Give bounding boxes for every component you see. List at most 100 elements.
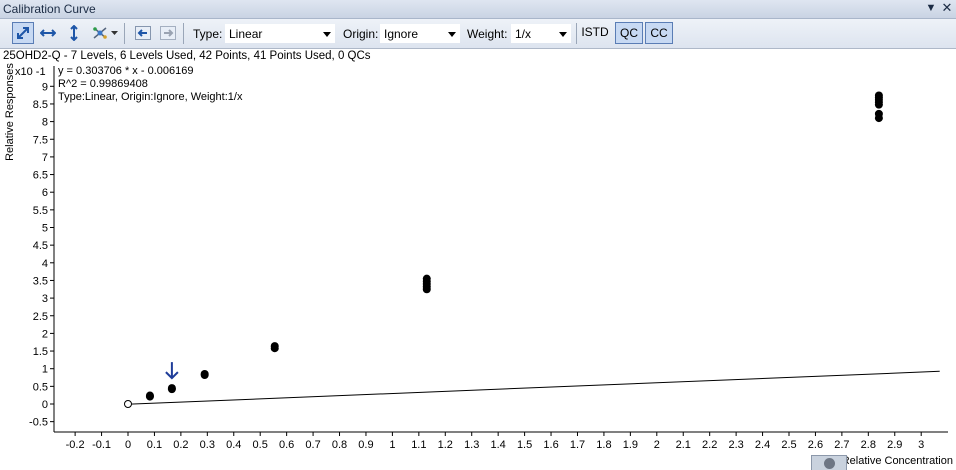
x-tick-label: -0.1 — [92, 439, 111, 451]
dropdown-icon[interactable]: ▼ — [925, 2, 937, 14]
y-tick-label: 6.5 — [33, 170, 48, 182]
fit-equation: y = 0.303706 * x - 0.006169 — [58, 65, 194, 77]
type-label: Type: — [193, 27, 223, 41]
x-tick-label: 1 — [389, 439, 395, 451]
y-tick-label: -0.5 — [29, 417, 48, 429]
y-tick-label: 1 — [42, 364, 48, 376]
fit-type-summary: Type:Linear, Origin:Ignore, Weight:1/x — [58, 91, 243, 103]
x-tick-label: 3 — [918, 439, 924, 451]
y-tick-label: 2.5 — [33, 311, 48, 323]
y-tick-label: 3 — [42, 293, 48, 305]
origin-select[interactable]: Ignore — [380, 24, 460, 43]
data-point — [200, 369, 209, 378]
vertical-arrows-icon — [70, 25, 78, 41]
point-options-button[interactable] — [88, 22, 120, 44]
x-tick-label: 2 — [654, 439, 660, 451]
arrow-left-icon — [135, 26, 151, 40]
chevron-down-icon — [448, 32, 456, 37]
toolbar-separator — [183, 23, 184, 44]
diagonal-arrows-icon — [17, 27, 29, 39]
arrow-right-icon — [160, 26, 176, 40]
next-button[interactable] — [157, 22, 179, 44]
y-tick-label: 0.5 — [33, 381, 48, 393]
x-tick-label: 1.6 — [543, 439, 558, 451]
x-tick-label: 2.2 — [702, 439, 717, 451]
x-tick-label: 2.7 — [834, 439, 849, 451]
y-tick-label: 4 — [42, 258, 48, 270]
y-tick-label: 4.5 — [33, 240, 48, 252]
x-tick-label: 2.3 — [728, 439, 743, 451]
close-icon[interactable]: ✕ — [941, 0, 953, 15]
x-tick-label: 2.9 — [887, 439, 902, 451]
x-tick-label: 1.5 — [517, 439, 532, 451]
weight-label: Weight: — [467, 27, 508, 41]
x-tick-label: 1.2 — [438, 439, 453, 451]
y-tick-label: 9 — [42, 81, 48, 93]
weight-select-value: 1/x — [515, 27, 532, 41]
x-tick-label: 0.8 — [332, 439, 347, 451]
x-tick-label: 0.5 — [253, 439, 268, 451]
x-tick-label: 0.6 — [279, 439, 294, 451]
y-axis-label: Relative Responses — [4, 63, 16, 161]
x-tick-label: 0.9 — [358, 439, 373, 451]
fit-line — [125, 370, 940, 405]
chevron-down-icon — [559, 32, 567, 37]
window-titlebar: Calibration Curve ▼ ✕ — [0, 0, 956, 19]
window-title: Calibration Curve — [3, 2, 96, 16]
autoscale-button[interactable] — [12, 22, 34, 44]
x-tick-label: 0.3 — [200, 439, 215, 451]
data-point — [874, 91, 883, 100]
y-tick-label: 7 — [42, 152, 48, 164]
data-point — [167, 384, 176, 393]
data-point — [270, 342, 279, 351]
toolbar-separator — [576, 23, 577, 44]
y-tick-label: 8 — [42, 117, 48, 129]
x-tick-label: 2.8 — [861, 439, 876, 451]
data-point — [422, 274, 431, 283]
y-tick-label: 5.5 — [33, 205, 48, 217]
compound-summary: 25OHD2-Q - 7 Levels, 6 Levels Used, 42 P… — [3, 50, 371, 62]
cc-toggle[interactable]: CC — [645, 22, 673, 44]
x-tick-label: 1.9 — [623, 439, 638, 451]
zoom-horizontal-button[interactable] — [37, 22, 59, 44]
status-icon — [811, 455, 847, 470]
x-tick-label: 1.8 — [596, 439, 611, 451]
x-tick-label: 2.5 — [781, 439, 796, 451]
weight-select[interactable]: 1/x — [511, 24, 571, 43]
y-tick-label: 6 — [42, 187, 48, 199]
x-tick-label: 1.3 — [464, 439, 479, 451]
origin-select-value: Ignore — [384, 27, 419, 41]
x-tick-label: 2.4 — [755, 439, 770, 451]
data-point — [145, 391, 154, 400]
y-tick-label: 2 — [42, 328, 48, 340]
x-tick-label: 1.4 — [491, 439, 506, 451]
data-point — [874, 109, 883, 118]
y-tick-label: 5 — [42, 223, 48, 235]
type-select[interactable]: Linear — [225, 24, 335, 43]
istd-button[interactable]: ISTD — [581, 25, 609, 39]
y-tick-label: 3.5 — [33, 275, 48, 287]
excluded-point — [124, 400, 132, 408]
x-tick-label: 1.1 — [411, 439, 426, 451]
x-tick-label: -0.2 — [66, 439, 85, 451]
selected-point-arrow-icon — [165, 362, 179, 380]
chevron-down-icon — [110, 30, 118, 35]
origin-label: Origin: — [343, 27, 379, 41]
chevron-down-icon — [323, 32, 331, 37]
toolbar: Type: Linear Origin: Ignore Weight: 1/x … — [0, 19, 956, 49]
x-tick-label: 0.2 — [173, 439, 188, 451]
horizontal-arrows-icon — [40, 29, 56, 37]
x-tick-label: 0.1 — [147, 439, 162, 451]
y-tick-label: 8.5 — [33, 99, 48, 111]
y-tick-label: 0 — [42, 399, 48, 411]
scatter-points-icon — [92, 27, 107, 39]
x-tick-label: 0.4 — [226, 439, 241, 451]
qc-toggle[interactable]: QC — [615, 22, 643, 44]
previous-button[interactable] — [132, 22, 154, 44]
y-tick-label: 1.5 — [33, 346, 48, 358]
type-select-value: Linear — [229, 27, 263, 41]
x-axis-label: Relative Concentration — [842, 455, 953, 467]
r-squared: R^2 = 0.99869408 — [58, 78, 148, 90]
zoom-vertical-button[interactable] — [63, 22, 85, 44]
